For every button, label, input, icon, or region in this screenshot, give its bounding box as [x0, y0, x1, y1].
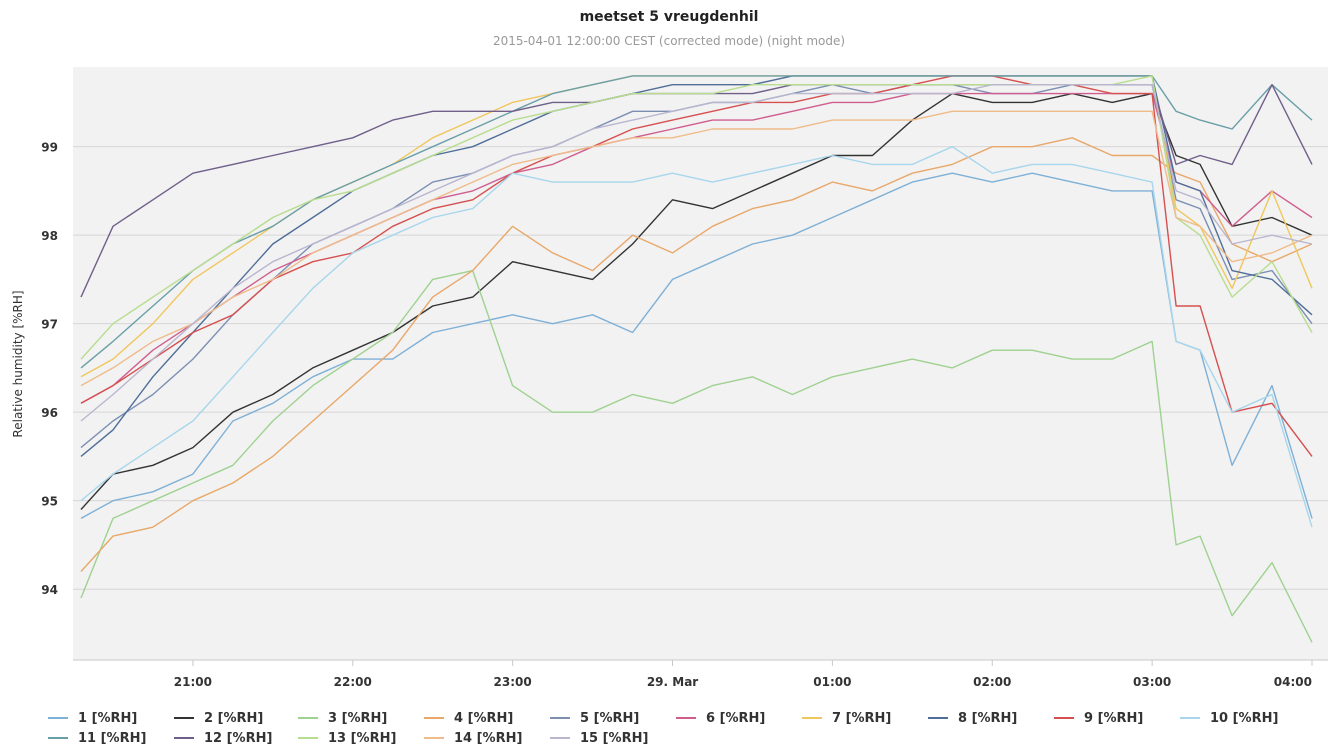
y-tick-label: 95 [41, 495, 58, 509]
chart-subtitle: 2015-04-01 12:00:00 CEST (corrected mode… [493, 34, 845, 48]
y-tick-label: 99 [41, 141, 58, 155]
legend-item-9[interactable]: 9 [%RH] [1054, 711, 1143, 726]
legend-item-5[interactable]: 5 [%RH] [550, 711, 639, 726]
legend-label: 6 [%RH] [706, 711, 765, 726]
series-line-15 [80, 84, 1313, 422]
x-tick-label: 02:00 [973, 675, 1011, 689]
chart-title: meetset 5 vreugdenhil [580, 9, 759, 25]
legend[interactable]: 1 [%RH] 2 [%RH] 3 [%RH] 4 [%RH] 5 [%RH] 6 [%R… [48, 711, 1278, 746]
plot-area [73, 67, 1328, 660]
x-tick-label: 04:00 [1274, 675, 1312, 689]
legend-item-1[interactable]: 1 [%RH] [48, 711, 137, 726]
y-tick-label: 97 [41, 318, 58, 332]
legend-label: 4 [%RH] [454, 711, 513, 726]
y-axis-label: Relative humidity [%RH] [11, 290, 25, 437]
legend-label: 7 [%RH] [832, 711, 891, 726]
legend-item-4[interactable]: 4 [%RH] [424, 711, 513, 726]
legend-item-3[interactable]: 3 [%RH] [298, 711, 387, 726]
legend-item-6[interactable]: 6 [%RH] [676, 711, 765, 726]
legend-label: 15 [%RH] [580, 731, 648, 746]
legend-item-12[interactable]: 12 [%RH] [174, 731, 272, 746]
x-axis-ticks: 21:00 22:00 23:00 29. Mar 01:00 02:00 03:00 04:… [174, 660, 1313, 689]
x-tick-label: 29. Mar [647, 675, 698, 689]
y-axis-ticks: 94 95 96 97 98 99 [41, 141, 58, 598]
legend-item-13[interactable]: 13 [%RH] [298, 731, 396, 746]
legend-label: 13 [%RH] [328, 731, 396, 746]
x-tick-label: 03:00 [1133, 675, 1171, 689]
legend-label: 14 [%RH] [454, 731, 522, 746]
legend-label: 10 [%RH] [1210, 711, 1278, 726]
x-tick-label: 22:00 [334, 675, 372, 689]
x-tick-label: 01:00 [813, 675, 851, 689]
legend-label: 8 [%RH] [958, 711, 1017, 726]
legend-label: 5 [%RH] [580, 711, 639, 726]
legend-label: 9 [%RH] [1084, 711, 1143, 726]
legend-label: 2 [%RH] [204, 711, 263, 726]
legend-label: 1 [%RH] [78, 711, 137, 726]
legend-item-10[interactable]: 10 [%RH] [1180, 711, 1278, 726]
legend-item-2[interactable]: 2 [%RH] [174, 711, 263, 726]
legend-item-14[interactable]: 14 [%RH] [424, 731, 522, 746]
legend-item-7[interactable]: 7 [%RH] [802, 711, 891, 726]
legend-label: 12 [%RH] [204, 731, 272, 746]
series-line-4 [80, 137, 1313, 572]
legend-label: 11 [%RH] [78, 731, 146, 746]
x-tick-label: 23:00 [494, 675, 532, 689]
legend-item-8[interactable]: 8 [%RH] [928, 711, 1017, 726]
series-line-11 [80, 75, 1313, 369]
x-tick-label: 21:00 [174, 675, 212, 689]
legend-item-15[interactable]: 15 [%RH] [550, 731, 648, 746]
series-line-1 [80, 172, 1313, 520]
series-line-10 [80, 146, 1313, 528]
series-line-2 [80, 92, 1313, 510]
y-tick-label: 94 [41, 583, 58, 597]
legend-item-11[interactable]: 11 [%RH] [48, 731, 146, 746]
legend-label: 3 [%RH] [328, 711, 387, 726]
series-line-3 [80, 269, 1313, 643]
series-line-14 [80, 110, 1313, 387]
series-lines [80, 75, 1313, 643]
y-tick-label: 98 [41, 229, 58, 243]
series-line-13 [80, 75, 1313, 360]
series-line-9 [80, 75, 1313, 457]
y-tick-label: 96 [41, 406, 58, 420]
